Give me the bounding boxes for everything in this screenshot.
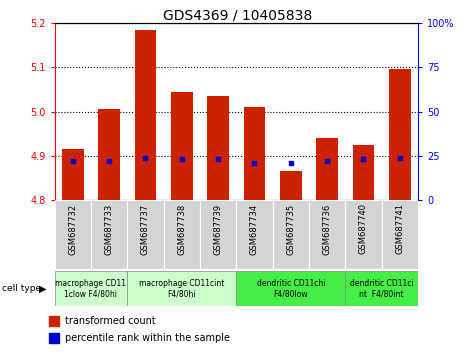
Point: [178, 156, 186, 162]
Bar: [244, 107, 266, 200]
Text: GSM687740: GSM687740: [359, 204, 368, 255]
Text: dendritic CD11ci
nt  F4/80int: dendritic CD11ci nt F4/80int: [350, 279, 413, 298]
Bar: [62, 149, 84, 200]
Point: [396, 155, 404, 160]
Bar: [134, 30, 156, 200]
Bar: [309, 200, 345, 269]
Point: [360, 156, 367, 162]
Text: transformed count: transformed count: [65, 316, 156, 326]
Bar: [280, 171, 302, 200]
Text: GDS4369 / 10405838: GDS4369 / 10405838: [163, 9, 312, 23]
Bar: [316, 138, 338, 200]
Text: GSM687738: GSM687738: [177, 204, 186, 255]
Point: [105, 158, 113, 164]
Text: GSM687741: GSM687741: [395, 204, 404, 255]
Text: GSM687735: GSM687735: [286, 204, 295, 255]
Bar: [389, 69, 411, 200]
Text: macrophage CD11
1clow F4/80hi: macrophage CD11 1clow F4/80hi: [56, 279, 126, 298]
Bar: [352, 145, 374, 200]
Point: [323, 158, 331, 164]
Bar: [49, 316, 59, 326]
Bar: [237, 271, 345, 306]
Point: [69, 158, 76, 164]
Bar: [163, 200, 200, 269]
Bar: [127, 200, 163, 269]
Bar: [127, 271, 237, 306]
Bar: [207, 96, 229, 200]
Point: [214, 156, 222, 162]
Text: GSM687733: GSM687733: [104, 204, 114, 255]
Text: dendritic CD11chi
F4/80low: dendritic CD11chi F4/80low: [256, 279, 325, 298]
Bar: [91, 200, 127, 269]
Bar: [345, 200, 381, 269]
Text: macrophage CD11cint
F4/80hi: macrophage CD11cint F4/80hi: [139, 279, 225, 298]
Text: GSM687734: GSM687734: [250, 204, 259, 255]
Bar: [273, 200, 309, 269]
Point: [251, 160, 258, 166]
Bar: [98, 109, 120, 200]
Text: ▶: ▶: [39, 284, 47, 293]
Text: percentile rank within the sample: percentile rank within the sample: [65, 333, 230, 343]
Text: GSM687736: GSM687736: [323, 204, 332, 255]
Point: [287, 160, 294, 166]
Text: cell type: cell type: [2, 284, 41, 293]
Bar: [55, 200, 91, 269]
Bar: [200, 200, 237, 269]
Text: GSM687739: GSM687739: [214, 204, 223, 255]
Text: GSM687732: GSM687732: [68, 204, 77, 255]
Bar: [55, 271, 127, 306]
Bar: [49, 333, 59, 343]
Bar: [171, 92, 193, 200]
Bar: [237, 200, 273, 269]
Bar: [381, 200, 418, 269]
Text: GSM687737: GSM687737: [141, 204, 150, 255]
Bar: [345, 271, 418, 306]
Point: [142, 155, 149, 160]
